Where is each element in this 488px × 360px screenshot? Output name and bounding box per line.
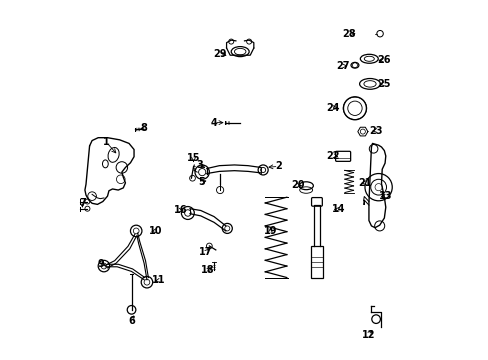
Text: 16: 16 [174,206,187,216]
Text: 26: 26 [376,55,389,65]
Text: 27: 27 [336,61,349,71]
Text: 24: 24 [326,103,340,113]
Text: 7: 7 [79,198,85,208]
Text: 8: 8 [140,123,146,133]
Text: 13: 13 [379,191,392,201]
Text: 18: 18 [201,265,214,275]
Text: 2: 2 [275,161,282,171]
Text: 28: 28 [342,29,355,39]
Text: 5: 5 [198,177,204,187]
Text: 17: 17 [199,247,212,257]
Text: 21: 21 [357,178,370,188]
Text: 22: 22 [326,150,340,161]
Text: 14: 14 [331,204,345,215]
Text: 9: 9 [98,259,104,269]
Text: 29: 29 [213,49,226,59]
Text: 1: 1 [103,138,110,147]
Text: 23: 23 [369,126,383,135]
Text: 19: 19 [263,226,277,236]
Text: 10: 10 [148,226,162,236]
Text: 15: 15 [186,153,200,163]
Text: 12: 12 [361,330,374,340]
Text: 6: 6 [128,316,135,325]
Text: 3: 3 [196,160,203,170]
Text: 4: 4 [210,118,217,128]
Text: 20: 20 [290,180,304,190]
Text: 11: 11 [152,275,165,285]
Text: 25: 25 [376,79,389,89]
